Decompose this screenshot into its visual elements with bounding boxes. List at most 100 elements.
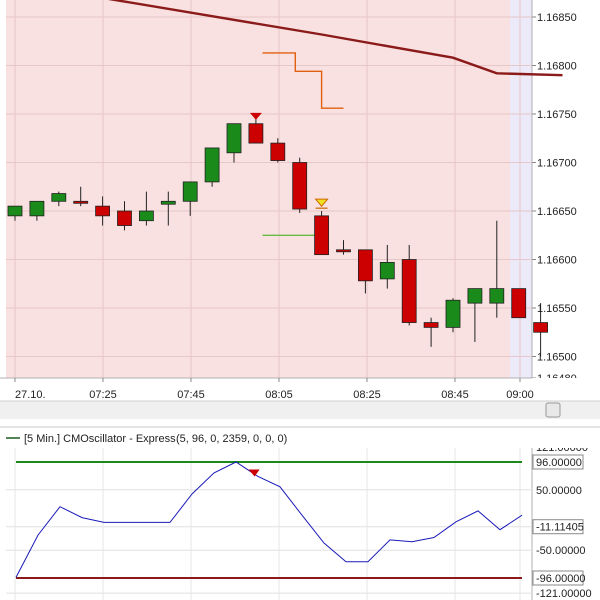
candle: [248, 118, 264, 144]
time-tick-label: 07:45: [177, 389, 205, 401]
price-tick-label: 1.16750: [537, 109, 577, 121]
candle-body: [357, 249, 373, 282]
candle: [7, 205, 23, 221]
candle-body: [292, 162, 308, 210]
candle-body: [95, 205, 110, 217]
candle: [160, 191, 176, 226]
time-tick-label: 08:05: [265, 389, 293, 401]
candle: [270, 138, 286, 163]
scrollbar-track[interactable]: [0, 401, 600, 419]
scrollbar-thumb[interactable]: [545, 402, 561, 418]
candle-body: [423, 322, 439, 328]
candle-body: [401, 259, 417, 323]
oscillator-line: [15, 461, 523, 578]
candle-body: [270, 142, 286, 161]
time-axis-background: [0, 378, 600, 400]
candle-body: [204, 147, 220, 183]
candlestick-series: [7, 118, 548, 357]
legend-params: (5, 96, 0, 2359, 0, 0, 0): [176, 433, 287, 445]
oscillator-panel-background: [0, 428, 600, 600]
candle-body: [248, 123, 264, 144]
price-panel-grid: [6, 0, 532, 378]
candle-body: [467, 288, 483, 304]
candle: [489, 220, 505, 318]
candle-body: [51, 193, 67, 202]
candle: [357, 249, 373, 294]
candle-body: [226, 123, 242, 154]
price-tick-label: 1.16650: [537, 206, 577, 218]
price-tick-label: 1.16500: [537, 352, 577, 364]
candle-body: [182, 181, 198, 202]
candle: [401, 244, 417, 326]
candle: [95, 196, 110, 226]
candle: [423, 317, 439, 347]
time-tick-label: 08:25: [353, 389, 381, 401]
candle-body: [117, 210, 132, 226]
candle: [226, 123, 242, 163]
candle-body: [379, 262, 395, 280]
level-value-box: [532, 570, 584, 586]
price-tick-label: 1.16550: [537, 303, 577, 315]
stop-level-line: [262, 52, 344, 109]
oscillator-tick-label: 96.00000: [536, 457, 582, 469]
candle-body: [160, 200, 176, 205]
price-tick-label: 1.16800: [537, 61, 577, 73]
oscillator-background: [0, 428, 600, 600]
candle-body: [314, 215, 330, 256]
alert-signal-marker: [314, 198, 329, 207]
candle: [182, 181, 198, 216]
candle-body: [489, 288, 505, 304]
candle: [73, 186, 89, 207]
time-tick-label: 07:25: [89, 389, 117, 401]
candle: [117, 201, 132, 231]
time-tick-label: 09:00: [506, 389, 534, 401]
candle: [467, 288, 483, 342]
candle: [445, 298, 461, 333]
horizontal-scrollbar[interactable]: [0, 400, 600, 428]
price-background: [6, 0, 510, 378]
panel-separator: [0, 419, 600, 428]
signal-markers: [249, 112, 329, 209]
oscillator-series: [15, 461, 523, 579]
candle-body: [7, 205, 23, 217]
candle-body: [138, 210, 154, 222]
current-bar-highlight: [510, 0, 532, 378]
time-tick-label: 08:45: [441, 389, 469, 401]
legend-background: [0, 428, 600, 448]
oscillator-sell-marker: [248, 469, 260, 477]
oscillator-tick-label: -50.00000: [536, 545, 586, 557]
candle: [336, 240, 351, 255]
current-value-label: -11.11405: [536, 522, 584, 534]
sell-signal-marker: [249, 112, 262, 120]
candle-body: [29, 200, 45, 217]
candle-body: [533, 322, 548, 333]
price-tick-label: 1.16700: [537, 158, 577, 170]
price-tick-label: 1.16600: [537, 255, 577, 267]
time-tick-label: 27.10.: [15, 389, 46, 401]
candle: [292, 157, 308, 213]
oscillator-axis: 121.0000096.0000050.00000-50.00000-96.00…: [532, 442, 592, 600]
candle: [511, 288, 527, 319]
oscillator-legend: [5 Min.] CMOscillator - Express (5, 96, 0…: [0, 428, 600, 448]
candle: [51, 191, 67, 207]
candle: [314, 211, 330, 256]
price-panel-background: [6, 0, 533, 378]
current-value-box: [532, 519, 584, 535]
time-axis: 27.10. 07:25 07:45 08:05 08:25 08:45 09:00: [0, 377, 600, 401]
moving-average-line: [107, 0, 563, 77]
candle: [204, 147, 220, 187]
candle-body: [336, 249, 351, 253]
oscillator-tick-label: -121.00000: [536, 588, 592, 600]
legend-label: [5 Min.] CMOscillator - Express: [24, 433, 176, 445]
candle-body: [511, 288, 527, 319]
candle: [29, 200, 45, 221]
oscillator-tick-label: 50.00000: [536, 485, 582, 497]
candle: [533, 303, 548, 357]
candle: [138, 191, 154, 226]
level-value-box: [532, 454, 584, 470]
candle-body: [73, 200, 89, 204]
candle-body: [445, 299, 461, 328]
price-tick-label: 1.16850: [537, 12, 577, 24]
